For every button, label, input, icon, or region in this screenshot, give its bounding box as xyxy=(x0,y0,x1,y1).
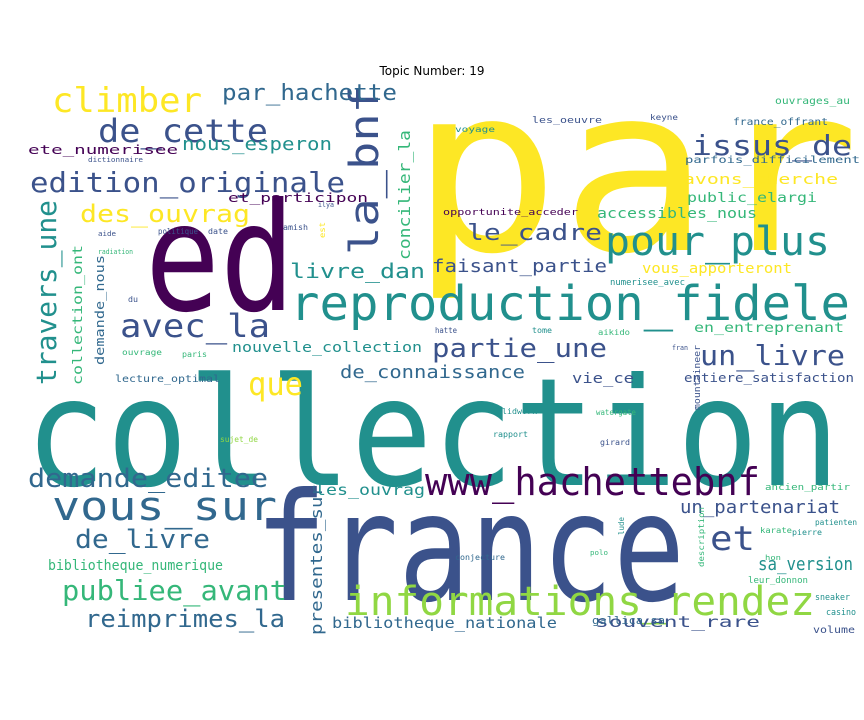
word-aide: aide xyxy=(98,230,116,238)
word-france-offrant: france_offrant xyxy=(733,117,828,128)
word-radiation: radiation xyxy=(98,248,133,256)
word-lude: lude xyxy=(617,517,626,535)
word-publiee-avant: publiee_avant xyxy=(62,574,287,608)
word-patienten: patienten xyxy=(815,518,857,527)
word-collection-ont: collection_ont xyxy=(71,245,86,385)
word-fran: fran xyxy=(672,344,688,352)
word-aikido: aikido xyxy=(598,328,630,337)
word-ilya: ilya xyxy=(318,201,334,209)
word-sujet-de: sujet_de xyxy=(220,435,258,444)
word-ed: ed xyxy=(145,172,295,346)
word-opportunite-acceder: opportunite_acceder xyxy=(443,208,579,218)
chart-title: Topic Number: 19 xyxy=(379,64,485,78)
word-concilier-la: concilier_la xyxy=(395,130,414,260)
word-bibliotheque-nationale: bibliotheque_nationale xyxy=(332,614,557,632)
word-karate: karate xyxy=(760,526,792,535)
word-public-elargi: public_elargi xyxy=(687,191,817,206)
word-hon: hon xyxy=(765,554,781,562)
word-informations-rendez: informations_rendez xyxy=(345,579,815,625)
word-nouvelle-collection: nouvelle_collection xyxy=(232,340,422,356)
word-voyage: voyage xyxy=(455,125,495,134)
word-reproduction-fidele: reproduction_fidele xyxy=(290,276,850,332)
word-solidwork: solidwork xyxy=(492,407,537,416)
word-climber: climber xyxy=(52,81,202,121)
word-nous-esperon: nous_esperon xyxy=(182,134,332,155)
word-gallica-sa: gallica_sa xyxy=(592,614,665,627)
word-les-ouvrag: les_ouvrag xyxy=(315,481,425,499)
word-edition-originale: edition_originale xyxy=(30,166,345,200)
word-watergate: watergate xyxy=(596,408,636,417)
word-description: description xyxy=(697,507,706,567)
word-que: que xyxy=(248,365,303,403)
word-vous-apporteront: vous_apporteront xyxy=(642,261,792,277)
word-ete-numerisee: ete_numerisee xyxy=(28,143,178,157)
word-collection: collection xyxy=(25,347,840,521)
word-issus-de: issus_de xyxy=(692,129,852,163)
word-en-entreprenant: en_entreprenant xyxy=(694,321,844,336)
word-les-oeuvre: les_oeuvre xyxy=(532,116,602,126)
word-bibliotheque-numerique: bibliotheque_numerique xyxy=(48,558,223,574)
word-presentes-sur: presentes_sur xyxy=(307,485,326,635)
word-parfois-difficilement: parfois_difficilement xyxy=(685,155,860,166)
word-reimprimes-la: reimprimes_la xyxy=(85,605,285,633)
word-sa-version: sa_version xyxy=(758,554,853,575)
word-amish: amish xyxy=(283,223,308,232)
word-ouvrage: ouvrage xyxy=(122,348,162,357)
word-souvent-rare: souvent_rare xyxy=(595,613,760,631)
word-faisant-partie: faisant_partie xyxy=(432,256,607,277)
word-est: est xyxy=(318,222,327,238)
word-vous-sur: vous_sur xyxy=(52,484,277,530)
word-conjecture: conjecture xyxy=(455,553,505,562)
word-leur-donnon: leur_donnon xyxy=(748,576,808,586)
word-partie-une: partie_une xyxy=(432,334,607,364)
word-politique: politique xyxy=(158,227,198,236)
word-casino: casino xyxy=(826,608,856,618)
word-pierre: pierre xyxy=(792,528,822,537)
word-france: france xyxy=(255,462,685,636)
word-de-livre: de_livre xyxy=(75,525,210,555)
word-avons-cherche: avons_cherche xyxy=(683,172,838,188)
word-et-participon: et_participon xyxy=(228,191,368,205)
word-travers-une: travers_une xyxy=(30,200,64,385)
word-accessibles-nous: accessibles_nous xyxy=(597,206,757,222)
word-ancien-partir: ancien_partir xyxy=(765,483,851,493)
word-keyne: keyne xyxy=(650,113,678,122)
word-et: et xyxy=(710,519,755,559)
word-sneaker: sneaker xyxy=(815,593,851,603)
word-du: du xyxy=(128,295,138,304)
word-par: par xyxy=(410,38,860,305)
word-lecture-optimal: lecture_optimal xyxy=(115,374,220,385)
word-girard: girard xyxy=(600,438,630,447)
word-livre-dan: livre_dan xyxy=(290,259,425,283)
word-un-partenariat: un_partenariat xyxy=(680,497,840,518)
word-de-connaissance: de_connaissance xyxy=(340,362,525,383)
word-tome: tome xyxy=(532,326,552,335)
word-paris: paris xyxy=(182,350,207,359)
word-la-bnf: la_bnf xyxy=(342,85,388,255)
word-polo: polo xyxy=(590,549,608,557)
word-par-hachette: par_hachette xyxy=(222,81,397,106)
word-www-hachettebnf: www_hachettebnf xyxy=(425,460,760,505)
word-rapport: rapport xyxy=(493,430,528,439)
word-ouvrages-au: ouvrages_au xyxy=(775,96,850,107)
word-entiere-satisfaction: entiere_satisfaction xyxy=(684,371,854,385)
word-un-livre: un_livre xyxy=(700,339,845,373)
word-numerisee-avec: numerisee_avec xyxy=(610,278,685,288)
word-mountaineer: mountaineer xyxy=(693,344,703,410)
word-le-cadre: le_cadre xyxy=(467,221,602,246)
word-demande-nous: demande_nous xyxy=(93,255,107,365)
word-volume: volume xyxy=(813,625,855,636)
word-vie-ce: vie_ce xyxy=(572,371,634,387)
word-date: date xyxy=(208,227,228,236)
word-dictionnaire: dictionnaire xyxy=(88,156,143,164)
word-hatte: hatte xyxy=(435,326,457,335)
word-de-cette: de_cette xyxy=(98,112,268,150)
word-avec-la: avec_la xyxy=(120,307,270,345)
word-demande-editee: demande_editee xyxy=(28,464,268,494)
word-pour-plus: pour_plus xyxy=(605,219,830,265)
word-des-ouvrag: des_ouvrag xyxy=(80,200,250,228)
